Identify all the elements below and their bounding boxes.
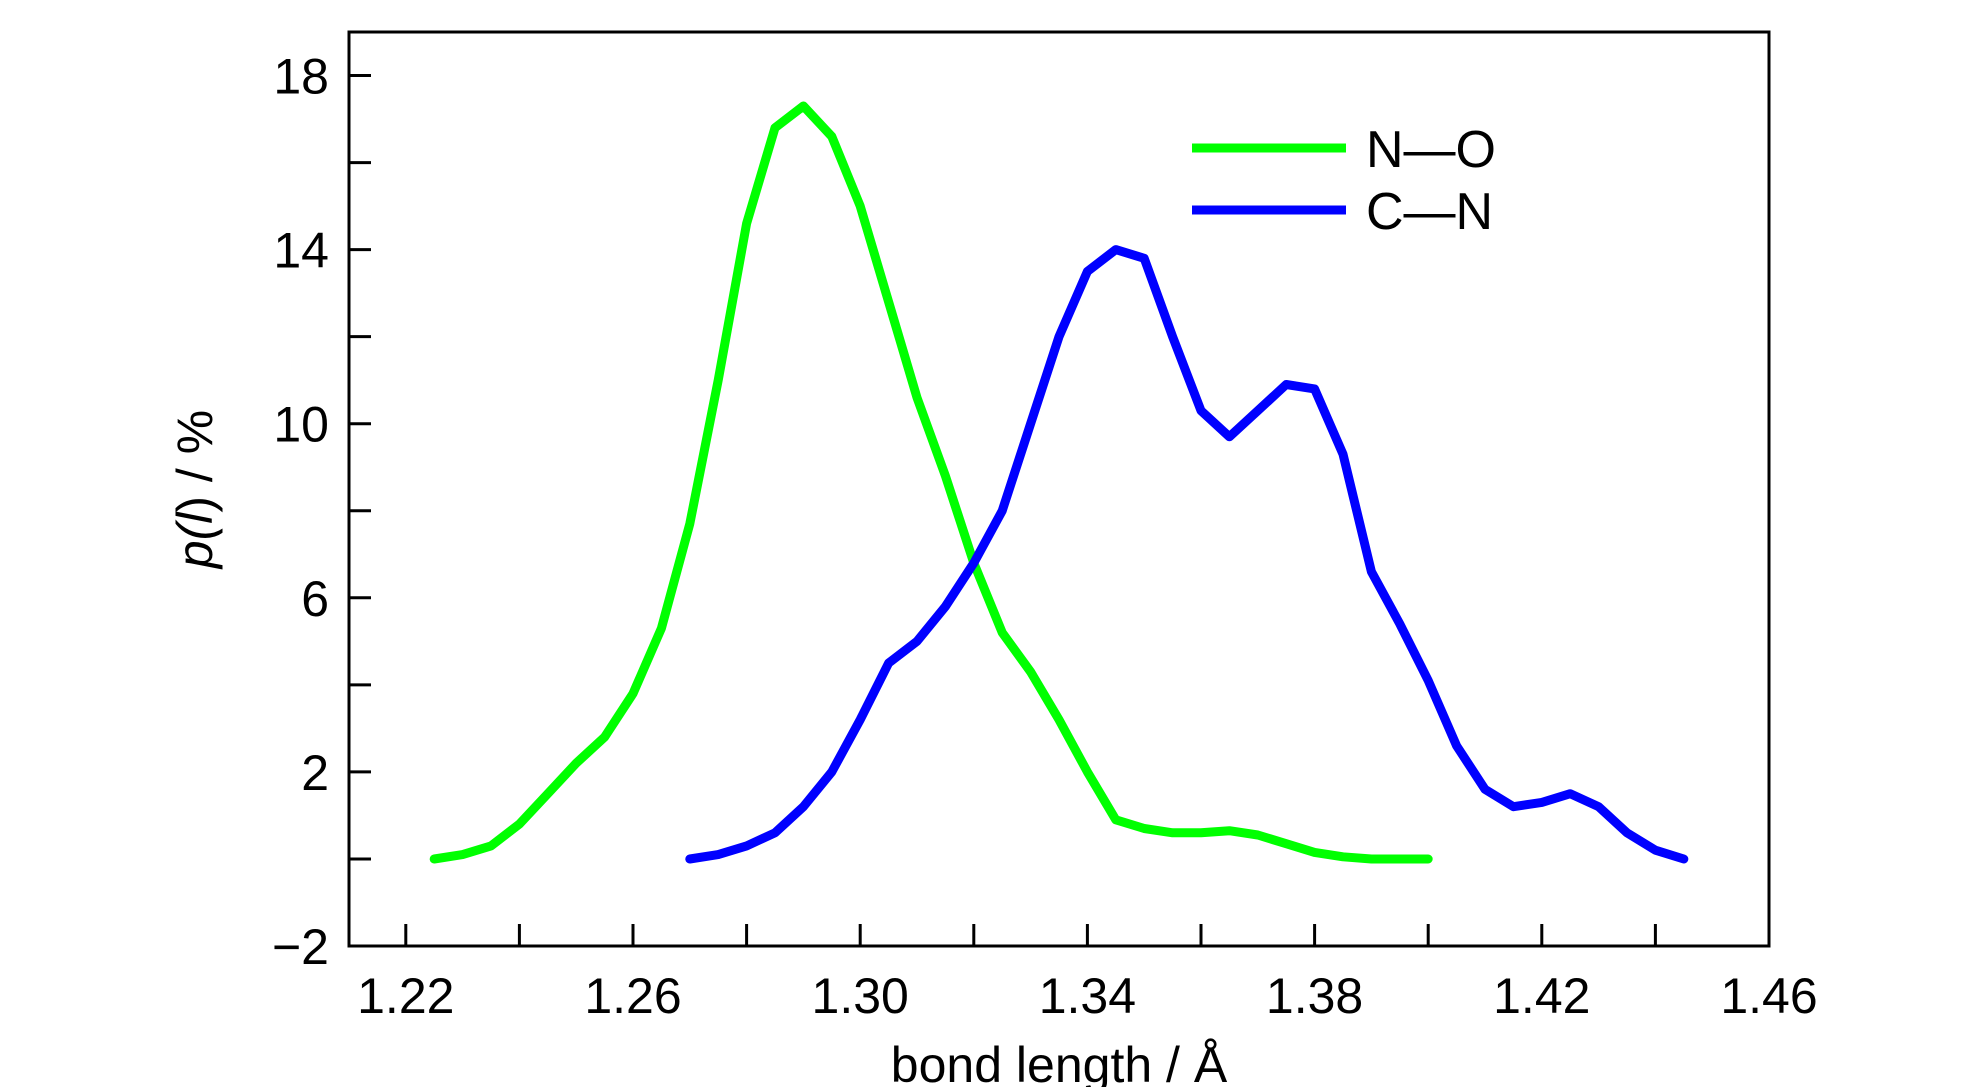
data-point — [1566, 789, 1575, 798]
data-point — [1424, 855, 1433, 863]
data-point — [1111, 815, 1120, 824]
data-point — [1623, 828, 1631, 837]
data-point — [913, 393, 921, 402]
x-tick-label: 1.22 — [357, 968, 454, 1024]
data-point — [1026, 667, 1035, 676]
plot-frame — [347, 30, 1771, 948]
data-point — [1111, 245, 1120, 254]
data-point — [572, 759, 581, 768]
data-point — [884, 297, 893, 306]
data-point — [1452, 741, 1461, 750]
y-axis-title: p(l) / % — [167, 410, 223, 570]
y-tick-label: 18 — [273, 49, 329, 105]
data-point — [1651, 846, 1660, 855]
series-layer — [429, 101, 1689, 864]
data-point — [600, 733, 609, 742]
data-point — [1197, 828, 1205, 837]
data-point — [998, 506, 1007, 515]
data-point — [856, 202, 865, 211]
x-tick-label: 1.46 — [1720, 968, 1817, 1024]
data-point — [1282, 380, 1291, 389]
data-point — [1367, 855, 1376, 863]
data-point — [1339, 450, 1347, 459]
y-axis-title-part-3: ) / % — [167, 410, 223, 513]
data-point — [515, 820, 524, 829]
data-point — [1140, 824, 1149, 833]
y-axis-title-part-1: p( — [167, 519, 223, 570]
data-point — [1083, 767, 1092, 776]
data-point — [1367, 567, 1376, 576]
y-tick-label: 14 — [273, 223, 329, 279]
x-tick-label: 1.38 — [1266, 968, 1363, 1024]
data-point — [1509, 802, 1518, 811]
data-point — [1395, 619, 1404, 628]
data-point — [1225, 432, 1234, 441]
series-line-1 — [685, 245, 1689, 864]
data-point — [1026, 419, 1035, 428]
data-point — [657, 624, 666, 633]
data-point — [543, 789, 552, 798]
data-point — [1282, 839, 1291, 848]
y-tick-label: 2 — [301, 745, 329, 801]
data-point — [1055, 715, 1063, 724]
data-point — [1253, 406, 1262, 415]
data-point — [1537, 798, 1546, 807]
y-axis-ticks: −2 2 6 10 14 18 — [272, 49, 371, 975]
data-point — [1339, 852, 1347, 861]
data-point — [685, 519, 694, 528]
data-point — [487, 841, 495, 850]
data-point — [771, 123, 779, 132]
data-point — [458, 850, 467, 859]
data-point — [1083, 267, 1092, 276]
data-point — [884, 659, 893, 668]
x-axis-ticks: 1.22 1.26 1.30 1.34 1.38 1.42 1.46 — [357, 924, 1818, 1024]
data-point — [913, 637, 921, 646]
data-point — [771, 828, 779, 837]
x-tick-label: 1.30 — [812, 968, 909, 1024]
data-point — [430, 855, 439, 863]
data-point — [1594, 802, 1603, 811]
y-tick-label: −2 — [272, 919, 329, 975]
data-point — [799, 802, 808, 811]
y-axis-title-part-2: l — [167, 511, 223, 524]
data-point — [856, 715, 865, 724]
data-point — [714, 850, 723, 859]
data-point — [969, 559, 978, 567]
data-point — [1253, 831, 1262, 839]
data-point — [998, 628, 1007, 637]
legend-label-n-o: N—O — [1366, 121, 1496, 179]
y-tick-label: 6 — [301, 571, 329, 627]
data-point — [799, 102, 808, 110]
data-point — [827, 767, 836, 776]
data-point — [1140, 254, 1149, 263]
data-point — [1197, 406, 1205, 415]
data-point — [742, 841, 751, 850]
x-tick-label: 1.34 — [1039, 968, 1136, 1024]
x-tick-label: 1.26 — [584, 968, 681, 1024]
data-point — [629, 689, 637, 698]
data-point — [742, 219, 751, 228]
data-point — [1310, 384, 1319, 393]
data-point — [941, 602, 950, 611]
legend-label-c-n: C—N — [1366, 183, 1493, 241]
data-point — [1395, 855, 1404, 863]
legend: N—O C—N — [1192, 121, 1496, 241]
data-point — [1481, 785, 1489, 794]
data-point — [1424, 676, 1433, 685]
data-point — [1168, 332, 1177, 341]
data-point — [714, 376, 723, 385]
data-point — [1055, 332, 1063, 341]
data-point — [1679, 855, 1688, 863]
data-point — [827, 132, 836, 141]
x-tick-label: 1.42 — [1493, 968, 1590, 1024]
x-axis-title: bond length / Å — [891, 1037, 1228, 1087]
data-point — [941, 471, 950, 480]
series-line-0 — [429, 101, 1433, 864]
y-tick-label: 10 — [273, 397, 329, 453]
data-point — [685, 855, 694, 863]
data-point — [1225, 826, 1234, 835]
data-point — [1168, 828, 1177, 837]
data-point — [1310, 848, 1319, 857]
